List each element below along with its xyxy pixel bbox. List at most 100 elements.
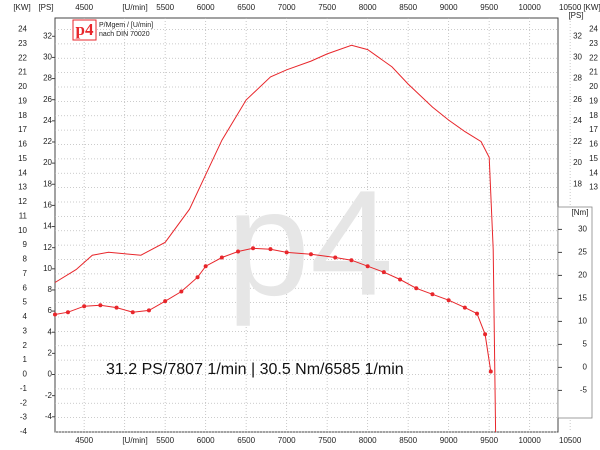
y3-tick-label: 15: [578, 294, 587, 303]
y-tick-label: 18: [18, 111, 27, 120]
x-tick-label: 9000: [440, 436, 458, 445]
y-tick-label-right: 20: [589, 82, 598, 91]
y-tick-label: 13: [18, 183, 27, 192]
y-tick-label: 7: [23, 269, 28, 278]
x-tick-label: 10000: [519, 436, 542, 445]
point: [219, 255, 224, 260]
y-tick-label-right: 18: [589, 111, 598, 120]
point: [349, 258, 354, 263]
y-tick-label-right: 19: [589, 96, 598, 105]
point: [236, 249, 241, 254]
y-tick-label: 14: [18, 168, 27, 177]
x-tick-label-top: 6500: [237, 3, 255, 12]
x-tick-label: 6000: [197, 436, 215, 445]
y-tick-label: 0: [23, 370, 28, 379]
point: [179, 289, 184, 294]
point: [284, 250, 289, 255]
y2-tick-label: 24: [43, 116, 52, 125]
plot-frame: [54, 17, 559, 433]
y-tick-label: 2: [23, 341, 28, 350]
y3-tick-label: 25: [578, 248, 587, 257]
x-tick-label-top: 9000: [440, 3, 458, 12]
legend-text: nach DIN 70020: [99, 31, 150, 38]
y-tick-label: 6: [23, 283, 28, 292]
x-tick-label-top: 7000: [278, 3, 296, 12]
y2-tick-label: -4: [45, 412, 53, 421]
y2-axis-label: [PS]: [38, 3, 53, 12]
nm-axis-box: [557, 206, 593, 419]
y-axis-label-right: [KW]: [583, 3, 600, 12]
point: [146, 308, 151, 313]
y-tick-label: 24: [18, 25, 27, 34]
point: [195, 275, 200, 280]
y2-tick-label-right: 26: [573, 95, 582, 104]
x-tick-label: 8000: [359, 436, 377, 445]
y2-tick-label: 26: [43, 95, 52, 104]
y2-tick-label-right: 18: [573, 179, 582, 188]
point: [53, 312, 57, 317]
x-tick-label: 9500: [480, 436, 498, 445]
y-tick-label-right: 14: [589, 168, 598, 177]
point: [65, 310, 70, 315]
y-tick-label-right: 22: [589, 53, 598, 62]
y2-tick-label: 14: [43, 222, 52, 231]
x-tick-label-top: 10500: [559, 3, 582, 12]
y-tick-label: -3: [20, 413, 28, 422]
y-tick-label: -2: [20, 398, 28, 407]
point: [430, 292, 435, 297]
y-tick-label-right: 23: [589, 39, 598, 48]
y2-tick-label: 0: [48, 370, 53, 379]
y2-tick-label-right: 30: [573, 53, 582, 62]
y2-tick-label-right: 32: [573, 31, 582, 40]
y-tick-label: 22: [18, 53, 27, 62]
y2-tick-label: 2: [48, 348, 53, 357]
y2-tick-label: 28: [43, 74, 52, 83]
y-axis-label: [KW]: [13, 3, 30, 12]
point: [446, 298, 451, 303]
y2-tick-label: 16: [43, 201, 52, 210]
x-tick-label-top: 7500: [318, 3, 336, 12]
y-tick-label: 11: [19, 211, 28, 220]
x-tick-label: 7500: [318, 436, 336, 445]
y-tick-label: 17: [18, 125, 27, 134]
x-tick-label-top: 4500: [75, 3, 93, 12]
x-tick-label: 5500: [156, 436, 174, 445]
y3-tick-label: 5: [583, 340, 588, 349]
y3-tick-label: 20: [578, 271, 587, 280]
y2-tick-label-right: 24: [573, 116, 582, 125]
y-tick-label: 1: [23, 355, 28, 364]
y-tick-label-right: 24: [589, 25, 598, 34]
y2-axis-label-right: [PS]: [568, 11, 583, 20]
point: [488, 369, 493, 374]
x-tick-label: 10500: [559, 436, 582, 445]
legend-text: P/Mgem / [U/min]: [99, 22, 153, 29]
point: [82, 304, 87, 309]
y2-tick-label: 4: [48, 327, 53, 336]
y2-tick-label-right: 28: [573, 74, 582, 83]
y-tick-label: 5: [23, 298, 28, 307]
y2-tick-label: 10: [43, 264, 52, 273]
series-line: [54, 44, 497, 433]
x-tick-label-top: 8000: [359, 3, 377, 12]
y-tick-label: 20: [18, 82, 27, 91]
y3-tick-label: 0: [583, 363, 588, 372]
y-tick-label: 12: [18, 197, 27, 206]
point: [483, 332, 488, 337]
point: [462, 305, 467, 310]
y-tick-label: 19: [18, 96, 27, 105]
x-tick-label-top: 9500: [480, 3, 498, 12]
logo-box: [72, 19, 97, 41]
y2-tick-label: 20: [43, 158, 52, 167]
y-tick-label: 10: [18, 226, 27, 235]
point: [163, 299, 168, 304]
watermark: p4: [227, 159, 394, 327]
y2-tick-label: 8: [48, 285, 53, 294]
y-tick-label: 23: [18, 39, 27, 48]
point: [251, 246, 256, 251]
y-tick-label-right: 13: [589, 183, 598, 192]
y2-tick-label-right: 22: [573, 137, 582, 146]
y2-tick-label: 18: [43, 179, 52, 188]
point: [475, 311, 480, 316]
x-tick-label: 7000: [278, 436, 296, 445]
y-tick-label: 21: [18, 68, 27, 77]
